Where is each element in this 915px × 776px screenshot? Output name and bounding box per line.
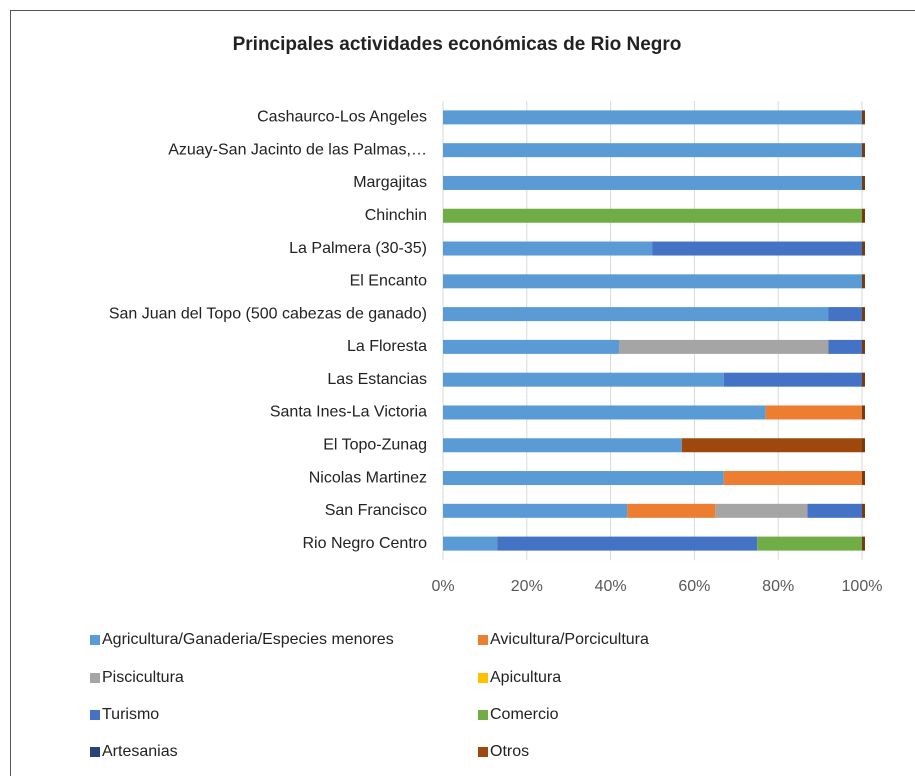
bar-segment (443, 143, 862, 158)
y-tick-label: Chinchin (365, 207, 427, 224)
bar-edge (862, 339, 865, 354)
bar-segment (618, 339, 829, 354)
legend-label: Turismo (102, 706, 159, 723)
legend-swatch (478, 673, 488, 683)
bar-edge (862, 471, 865, 486)
bar-segment (807, 503, 862, 518)
legend-swatch (90, 710, 100, 720)
bar-edge (862, 110, 865, 125)
bar-segment (497, 536, 758, 551)
bar-segment (828, 307, 862, 322)
bar-segment (681, 438, 862, 453)
bar-segment (757, 536, 862, 551)
bar-edge (862, 405, 865, 420)
bar-segment (715, 503, 808, 518)
x-tick-label: 40% (595, 578, 627, 595)
bar-edge (862, 307, 865, 322)
y-tick-label: Azuay-San Jacinto de las Palmas,… (168, 141, 427, 158)
bar-segment (443, 241, 653, 256)
x-tick-label: 60% (678, 578, 710, 595)
legend-label: Comercio (490, 706, 559, 723)
y-tick-label: La Palmera (30-35) (289, 240, 427, 257)
x-tick-label: 80% (762, 578, 794, 595)
bar-edge (862, 274, 865, 289)
bar-segment (443, 274, 862, 289)
y-tick-label: Las Estancias (327, 371, 427, 388)
bar-edge (862, 143, 865, 158)
y-tick-label: Rio Negro Centro (303, 535, 428, 552)
bar-edge (862, 438, 865, 453)
bar-segment (723, 372, 862, 387)
bar-edge (862, 372, 865, 387)
legend-swatch (478, 635, 488, 645)
bar-segment (723, 471, 862, 486)
y-tick-label: Nicolas Martinez (309, 469, 427, 486)
bar-edge (862, 536, 865, 551)
chart-title: Principales actividades económicas de Ri… (233, 34, 682, 55)
legend-label: Piscicultura (102, 669, 184, 686)
x-tick-label: 100% (842, 578, 883, 595)
bar-segment (443, 536, 498, 551)
y-tick-label: La Floresta (347, 338, 427, 355)
bar-segment (443, 208, 862, 223)
chart-frame (10, 10, 915, 776)
bar-segment (443, 471, 724, 486)
bar-segment (443, 503, 628, 518)
legend-swatch (90, 747, 100, 757)
legend-swatch (478, 747, 488, 757)
y-tick-label: San Francisco (325, 502, 427, 519)
bar-edge (862, 241, 865, 256)
legend-label: Artesanias (102, 743, 178, 760)
bar-segment (443, 372, 724, 387)
y-tick-label: El Topo-Zunag (323, 436, 427, 453)
y-tick-label: Santa Ines-La Victoria (270, 404, 427, 421)
bar-segment (443, 175, 862, 190)
bar-segment (443, 110, 862, 125)
legend-swatch (90, 673, 100, 683)
legend-swatch (478, 710, 488, 720)
bar-segment (443, 405, 766, 420)
bar-segment (443, 339, 619, 354)
y-tick-label: Cashaurco-Los Angeles (257, 109, 427, 126)
bar-segment (828, 339, 862, 354)
legend-label: Avicultura/Porcicultura (490, 631, 649, 648)
y-tick-label: Margajitas (353, 174, 427, 191)
bar-segment (765, 405, 862, 420)
bar-edge (862, 175, 865, 190)
legend-label: Agricultura/Ganaderia/Especies menores (102, 631, 394, 648)
legend-label: Otros (490, 743, 529, 760)
x-tick-label: 0% (431, 578, 454, 595)
x-tick-label: 20% (511, 578, 543, 595)
legend-label: Apicultura (490, 669, 561, 686)
y-tick-label: El Encanto (350, 273, 427, 290)
y-tick-label: San Juan del Topo (500 cabezas de ganado… (109, 305, 427, 322)
legend-swatch (90, 635, 100, 645)
bar-segment (627, 503, 716, 518)
bar-edge (862, 208, 865, 223)
bar-edge (862, 503, 865, 518)
bar-segment (443, 307, 829, 322)
bar-segment (652, 241, 862, 256)
bar-segment (443, 438, 682, 453)
